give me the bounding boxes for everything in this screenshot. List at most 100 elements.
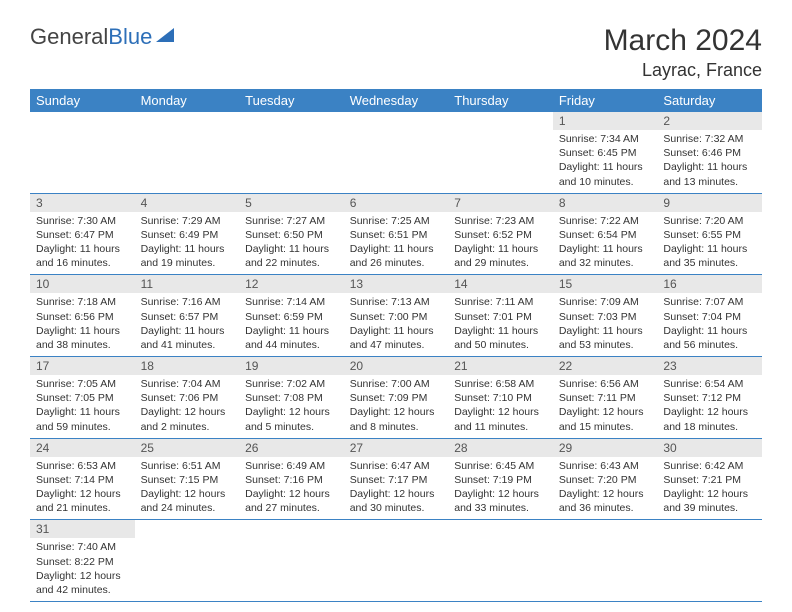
daylight2-text: and 26 minutes. <box>350 256 443 270</box>
day-number: 4 <box>135 194 240 212</box>
day-body: Sunrise: 7:11 AMSunset: 7:01 PMDaylight:… <box>448 293 553 356</box>
calendar-row: 17Sunrise: 7:05 AMSunset: 7:05 PMDayligh… <box>30 357 762 439</box>
calendar-cell: 21Sunrise: 6:58 AMSunset: 7:10 PMDayligh… <box>448 357 553 439</box>
sunset-text: Sunset: 8:22 PM <box>36 555 129 569</box>
daylight1-text: Daylight: 11 hours <box>141 324 234 338</box>
sunset-text: Sunset: 7:04 PM <box>663 310 756 324</box>
daylight2-text: and 42 minutes. <box>36 583 129 597</box>
daylight1-text: Daylight: 12 hours <box>141 405 234 419</box>
day-body <box>239 116 344 170</box>
sunset-text: Sunset: 6:47 PM <box>36 228 129 242</box>
day-number: 25 <box>135 439 240 457</box>
calendar-cell: 29Sunrise: 6:43 AMSunset: 7:20 PMDayligh… <box>553 438 658 520</box>
day-body: Sunrise: 6:43 AMSunset: 7:20 PMDaylight:… <box>553 457 658 520</box>
daylight2-text: and 56 minutes. <box>663 338 756 352</box>
weekday-header: Friday <box>553 89 658 112</box>
calendar-cell: 7Sunrise: 7:23 AMSunset: 6:52 PMDaylight… <box>448 193 553 275</box>
daylight1-text: Daylight: 11 hours <box>559 324 652 338</box>
day-number: 14 <box>448 275 553 293</box>
sunrise-text: Sunrise: 6:58 AM <box>454 377 547 391</box>
sunrise-text: Sunrise: 6:54 AM <box>663 377 756 391</box>
sunrise-text: Sunrise: 7:14 AM <box>245 295 338 309</box>
sunrise-text: Sunrise: 7:34 AM <box>559 132 652 146</box>
calendar-cell: 28Sunrise: 6:45 AMSunset: 7:19 PMDayligh… <box>448 438 553 520</box>
daylight2-text: and 15 minutes. <box>559 420 652 434</box>
sunset-text: Sunset: 7:05 PM <box>36 391 129 405</box>
daylight1-text: Daylight: 11 hours <box>350 242 443 256</box>
daylight1-text: Daylight: 11 hours <box>245 324 338 338</box>
daylight2-text: and 53 minutes. <box>559 338 652 352</box>
day-number: 15 <box>553 275 658 293</box>
calendar-cell: 20Sunrise: 7:00 AMSunset: 7:09 PMDayligh… <box>344 357 449 439</box>
sunset-text: Sunset: 6:46 PM <box>663 146 756 160</box>
day-body: Sunrise: 7:18 AMSunset: 6:56 PMDaylight:… <box>30 293 135 356</box>
day-number: 10 <box>30 275 135 293</box>
sunset-text: Sunset: 7:19 PM <box>454 473 547 487</box>
daylight1-text: Daylight: 11 hours <box>663 324 756 338</box>
sunset-text: Sunset: 7:21 PM <box>663 473 756 487</box>
month-title: March 2024 <box>604 24 762 58</box>
calendar-cell: 2Sunrise: 7:32 AMSunset: 6:46 PMDaylight… <box>657 112 762 193</box>
sunrise-text: Sunrise: 7:22 AM <box>559 214 652 228</box>
day-number: 8 <box>553 194 658 212</box>
sunrise-text: Sunrise: 6:49 AM <box>245 459 338 473</box>
sunrise-text: Sunrise: 7:07 AM <box>663 295 756 309</box>
daylight2-text: and 41 minutes. <box>141 338 234 352</box>
calendar-cell <box>239 112 344 193</box>
calendar-cell: 22Sunrise: 6:56 AMSunset: 7:11 PMDayligh… <box>553 357 658 439</box>
sunrise-text: Sunrise: 6:56 AM <box>559 377 652 391</box>
day-body: Sunrise: 7:23 AMSunset: 6:52 PMDaylight:… <box>448 212 553 275</box>
daylight2-text: and 22 minutes. <box>245 256 338 270</box>
sunset-text: Sunset: 6:59 PM <box>245 310 338 324</box>
daylight1-text: Daylight: 11 hours <box>663 160 756 174</box>
daylight1-text: Daylight: 12 hours <box>559 487 652 501</box>
calendar-cell: 14Sunrise: 7:11 AMSunset: 7:01 PMDayligh… <box>448 275 553 357</box>
calendar-cell: 8Sunrise: 7:22 AMSunset: 6:54 PMDaylight… <box>553 193 658 275</box>
daylight1-text: Daylight: 12 hours <box>245 405 338 419</box>
day-body: Sunrise: 7:40 AMSunset: 8:22 PMDaylight:… <box>30 538 135 601</box>
calendar-table: Sunday Monday Tuesday Wednesday Thursday… <box>30 89 762 602</box>
daylight1-text: Daylight: 12 hours <box>245 487 338 501</box>
day-number: 18 <box>135 357 240 375</box>
sunrise-text: Sunrise: 6:53 AM <box>36 459 129 473</box>
calendar-cell: 5Sunrise: 7:27 AMSunset: 6:50 PMDaylight… <box>239 193 344 275</box>
daylight1-text: Daylight: 12 hours <box>36 487 129 501</box>
calendar-cell <box>239 520 344 602</box>
daylight1-text: Daylight: 12 hours <box>663 405 756 419</box>
daylight2-text: and 10 minutes. <box>559 175 652 189</box>
calendar-cell: 17Sunrise: 7:05 AMSunset: 7:05 PMDayligh… <box>30 357 135 439</box>
day-number: 30 <box>657 439 762 457</box>
calendar-cell: 4Sunrise: 7:29 AMSunset: 6:49 PMDaylight… <box>135 193 240 275</box>
daylight1-text: Daylight: 12 hours <box>350 405 443 419</box>
daylight2-text: and 18 minutes. <box>663 420 756 434</box>
weekday-header: Thursday <box>448 89 553 112</box>
calendar-row: 3Sunrise: 7:30 AMSunset: 6:47 PMDaylight… <box>30 193 762 275</box>
day-number: 31 <box>30 520 135 538</box>
sunset-text: Sunset: 7:03 PM <box>559 310 652 324</box>
sunrise-text: Sunrise: 6:43 AM <box>559 459 652 473</box>
calendar-cell: 16Sunrise: 7:07 AMSunset: 7:04 PMDayligh… <box>657 275 762 357</box>
calendar-row: 24Sunrise: 6:53 AMSunset: 7:14 PMDayligh… <box>30 438 762 520</box>
daylight2-text: and 30 minutes. <box>350 501 443 515</box>
daylight1-text: Daylight: 11 hours <box>245 242 338 256</box>
sunset-text: Sunset: 7:10 PM <box>454 391 547 405</box>
sunrise-text: Sunrise: 7:18 AM <box>36 295 129 309</box>
daylight1-text: Daylight: 11 hours <box>36 242 129 256</box>
sunrise-text: Sunrise: 7:13 AM <box>350 295 443 309</box>
sunset-text: Sunset: 6:45 PM <box>559 146 652 160</box>
calendar-cell: 9Sunrise: 7:20 AMSunset: 6:55 PMDaylight… <box>657 193 762 275</box>
sunset-text: Sunset: 7:00 PM <box>350 310 443 324</box>
day-body: Sunrise: 7:34 AMSunset: 6:45 PMDaylight:… <box>553 130 658 193</box>
sunrise-text: Sunrise: 7:00 AM <box>350 377 443 391</box>
sunset-text: Sunset: 7:17 PM <box>350 473 443 487</box>
day-body: Sunrise: 7:30 AMSunset: 6:47 PMDaylight:… <box>30 212 135 275</box>
calendar-cell <box>344 520 449 602</box>
day-number: 29 <box>553 439 658 457</box>
day-body: Sunrise: 7:13 AMSunset: 7:00 PMDaylight:… <box>344 293 449 356</box>
daylight1-text: Daylight: 11 hours <box>454 242 547 256</box>
sunrise-text: Sunrise: 7:30 AM <box>36 214 129 228</box>
day-body <box>657 524 762 578</box>
daylight1-text: Daylight: 11 hours <box>559 242 652 256</box>
day-number: 13 <box>344 275 449 293</box>
daylight2-text: and 32 minutes. <box>559 256 652 270</box>
